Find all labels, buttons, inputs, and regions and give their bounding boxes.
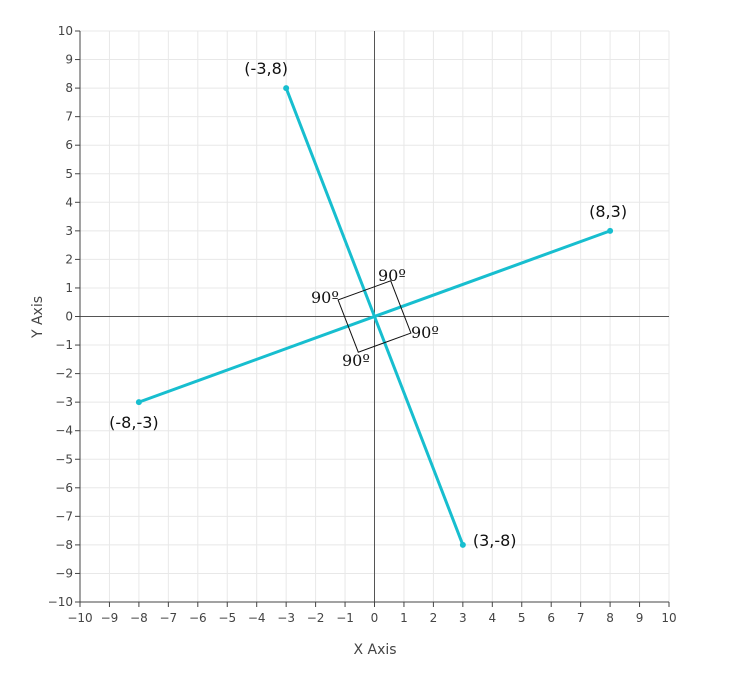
y-tick-label: 0 (65, 310, 73, 324)
series (135, 85, 614, 548)
angle-label: 90º (342, 351, 370, 370)
labels: (-8,-3) (8,3) (-3,8) (3,-8) 90º 90º 90º 90º (109, 59, 627, 550)
x-tick-label: 10 (661, 611, 676, 625)
y-tick-label: −4 (55, 424, 73, 438)
data-point (607, 227, 614, 234)
y-tick-label: 4 (65, 195, 73, 209)
y-tick-label: −7 (55, 509, 73, 523)
y-tick-label: −5 (55, 452, 73, 466)
x-tick-label: −10 (67, 611, 92, 625)
x-tick-label: 8 (606, 611, 614, 625)
point-label: (8,3) (589, 202, 627, 221)
x-tick-label: −3 (277, 611, 295, 625)
point-label: (3,-8) (473, 531, 517, 550)
right-angle-marker (337, 280, 412, 353)
x-tick-label: 2 (430, 611, 438, 625)
point-label: (-3,8) (244, 59, 288, 78)
y-tick-label: 10 (58, 24, 73, 38)
y-axis-title: Y Axis (30, 296, 46, 339)
x-tick-label: 6 (547, 611, 555, 625)
y-tick-label: 6 (65, 138, 73, 152)
angle-label: 90º (378, 266, 406, 285)
x-tick-label: 1 (400, 611, 408, 625)
angle-label: 90º (311, 288, 339, 307)
data-point (459, 541, 466, 548)
x-tick-label: −1 (336, 611, 354, 625)
angle-label: 90º (411, 323, 439, 342)
x-tick-label: 0 (371, 611, 379, 625)
y-tick-label: 3 (65, 224, 73, 238)
y-tick-label: −6 (55, 481, 73, 495)
x-tick-label: −8 (130, 611, 148, 625)
x-tick-label: −2 (307, 611, 325, 625)
y-tick-label: 8 (65, 81, 73, 95)
x-axis-title: X Axis (353, 642, 396, 658)
x-tick-label: 9 (636, 611, 644, 625)
y-tick-label: −3 (55, 395, 73, 409)
point-label: (-8,-3) (109, 413, 158, 432)
y-tick-label: 7 (65, 110, 73, 124)
axes: −10−10−9−9−8−8−7−7−6−6−5−5−4−4−3−3−2−2−1… (48, 24, 677, 625)
y-tick-label: −10 (48, 595, 73, 609)
x-tick-label: 4 (488, 611, 496, 625)
series-line (284, 86, 465, 547)
x-tick-label: 5 (518, 611, 526, 625)
y-tick-label: −2 (55, 367, 73, 381)
x-tick-label: −6 (189, 611, 207, 625)
right-angle-square (337, 280, 412, 353)
y-tick-label: 5 (65, 167, 73, 181)
y-tick-label: 9 (65, 53, 73, 67)
x-tick-label: −7 (159, 611, 177, 625)
y-tick-label: 2 (65, 252, 73, 266)
y-tick-label: −9 (55, 566, 73, 580)
data-point (135, 399, 142, 406)
x-tick-label: 3 (459, 611, 467, 625)
x-tick-label: −5 (218, 611, 236, 625)
y-tick-label: −8 (55, 538, 73, 552)
y-tick-label: −1 (55, 338, 73, 352)
data-point (283, 85, 290, 92)
x-tick-label: −4 (248, 611, 266, 625)
x-tick-label: 7 (577, 611, 585, 625)
x-tick-label: −9 (101, 611, 119, 625)
y-tick-label: 1 (65, 281, 73, 295)
